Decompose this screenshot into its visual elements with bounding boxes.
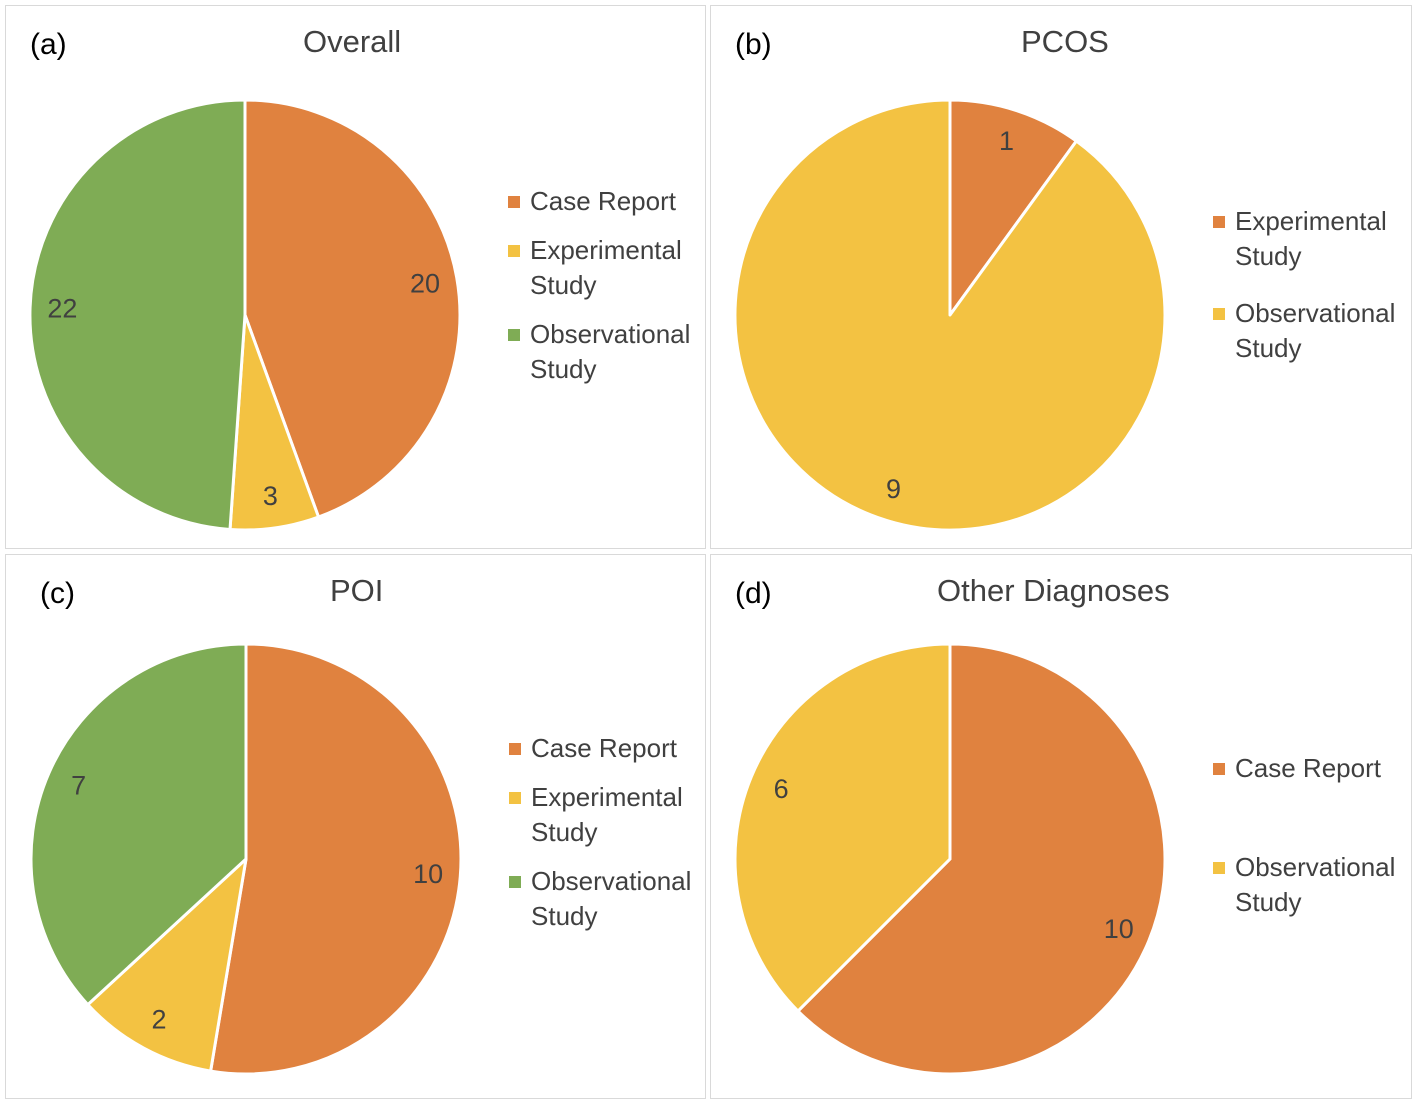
legend-swatch: [1213, 763, 1225, 775]
legend-label: Experimental Study: [1235, 206, 1387, 271]
pie-slice-observational-study: [29, 642, 248, 1007]
panel-letter: (c): [40, 577, 75, 610]
legend-label: Observational Study: [1235, 852, 1396, 917]
legend: Experimental Study Observational Study: [1213, 204, 1408, 380]
legend-label: Observational Study: [531, 866, 692, 931]
pie-slice-case-report: [243, 98, 462, 519]
legend-swatch: [508, 196, 520, 208]
pie-slice-experimental-study: [86, 857, 248, 1073]
pie-slice-observational-study: [28, 98, 247, 531]
legend-item: Observational Study: [1213, 296, 1408, 366]
legend-swatch: [509, 743, 521, 755]
data-label: 22: [47, 294, 77, 324]
legend-swatch: [509, 876, 521, 888]
chart-title: Other Diagnoses: [937, 573, 1170, 608]
data-label: 20: [410, 268, 440, 298]
data-label: 2: [151, 1005, 166, 1035]
data-label: 1: [999, 126, 1014, 156]
pie-chart: 19: [733, 98, 1167, 532]
legend-label: Case Report: [1235, 753, 1381, 783]
legend-swatch: [1213, 308, 1225, 320]
legend-item: Case Report: [1213, 751, 1408, 786]
pie-chart: 20 3 22: [28, 98, 462, 532]
chart-panel-other-diagnoses: (d) Other Diagnoses 10 6 Case Report Obse…: [710, 554, 1412, 1099]
legend-item: Case Report: [509, 731, 704, 766]
legend-swatch: [509, 792, 521, 804]
legend-label: Observational Study: [1235, 298, 1396, 363]
panel-letter: (b): [735, 28, 772, 61]
data-label: 7: [71, 771, 86, 801]
legend-item: Observational Study: [509, 864, 704, 934]
chart-title: PCOS: [1021, 24, 1109, 59]
chart-title: POI: [330, 573, 384, 608]
pie-slice-observational-study: [733, 98, 1167, 532]
pie-slice-experimental-study: [948, 98, 1078, 317]
legend-swatch: [508, 245, 520, 257]
legend-swatch: [508, 329, 520, 341]
legend-swatch: [1213, 216, 1225, 228]
data-label: 3: [263, 481, 278, 511]
legend: Case Report Experimental Study Observati…: [508, 184, 703, 401]
pie-slice-observational-study: [733, 642, 952, 1013]
legend-label: Experimental Study: [531, 782, 683, 847]
data-label: 9: [886, 474, 901, 504]
legend-label: Experimental Study: [530, 235, 682, 300]
chart-title: Overall: [303, 24, 402, 59]
legend-label: Case Report: [530, 186, 676, 216]
pie-slice-case-report: [209, 642, 463, 1076]
chart-panel-overall: (a) Overall 20 3 22 Case Report Experiment…: [5, 5, 706, 549]
legend-label: Case Report: [531, 733, 677, 763]
legend-item: Case Report: [508, 184, 703, 219]
panel-letter: (d): [735, 577, 772, 610]
data-label: 10: [1104, 914, 1134, 944]
legend-item: Experimental Study: [508, 233, 703, 303]
data-label: 6: [774, 774, 789, 804]
legend-item: Observational Study: [508, 317, 703, 387]
pie-chart: 10 2 7: [29, 642, 463, 1076]
chart-panel-poi: (c) POI 10 2 7 Case Report Experimental St…: [5, 554, 706, 1099]
pie-chart: 10 6: [733, 642, 1167, 1076]
legend-item: Experimental Study: [1213, 204, 1408, 274]
legend: Case Report Observational Study: [1213, 751, 1408, 934]
legend: Case Report Experimental Study Observati…: [509, 731, 704, 948]
legend-label: Observational Study: [530, 319, 691, 384]
data-label: 10: [413, 859, 443, 889]
legend-item: Experimental Study: [509, 780, 704, 850]
legend-swatch: [1213, 862, 1225, 874]
legend-item: Observational Study: [1213, 850, 1408, 920]
pie-slice-case-report: [796, 642, 1167, 1076]
panel-letter: (a): [30, 28, 67, 61]
